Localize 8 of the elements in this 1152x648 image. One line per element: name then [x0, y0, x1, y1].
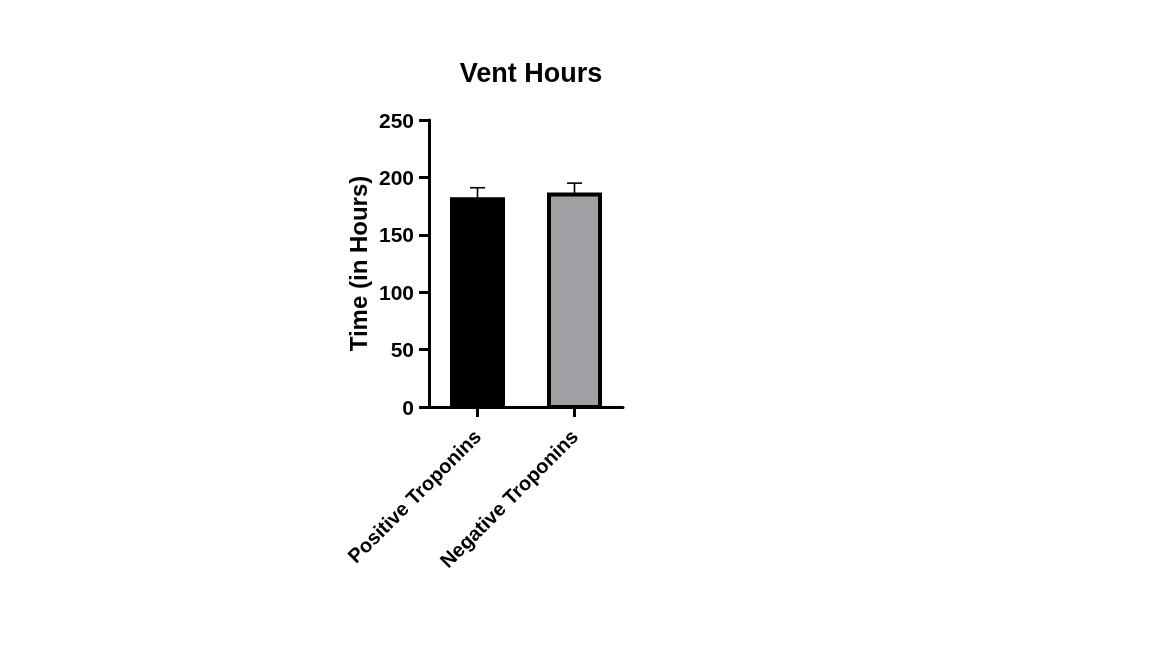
chart-title: Vent Hours — [459, 57, 603, 88]
y-tick-label: 200 — [378, 165, 414, 189]
y-tick-label: 50 — [390, 338, 414, 362]
y-tick-label: 100 — [378, 280, 414, 304]
y-tick-label: 250 — [378, 108, 414, 132]
y-tick-label: 150 — [378, 223, 414, 247]
y-axis-title: Time (in Hours) — [344, 175, 372, 352]
y-tick-label: 0 — [402, 395, 414, 419]
